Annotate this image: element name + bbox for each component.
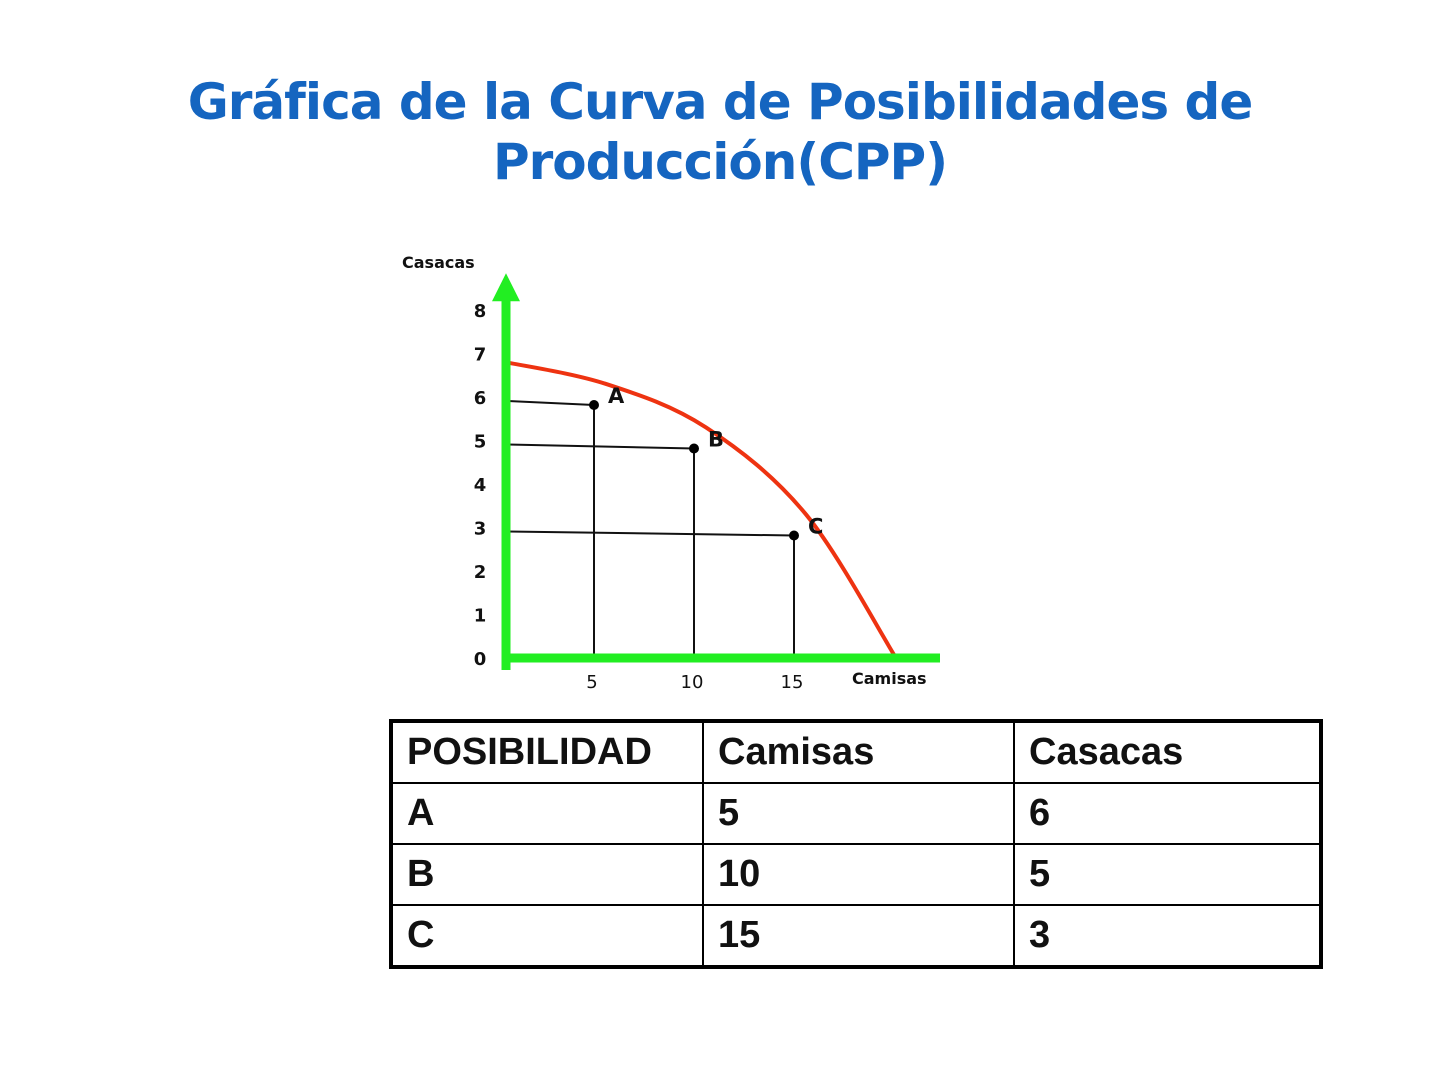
y-tick-label: 7 [474,345,487,366]
point-a [589,400,599,410]
point-label-b: B [708,428,724,452]
y-tick-label: 6 [474,388,487,409]
table-header-row: POSIBILIDAD Camisas Casacas [390,720,1322,784]
header-cell-camisas: Camisas [702,720,1015,784]
point-b [689,443,699,454]
possibilities-table: POSIBILIDAD Camisas Casacas A 5 6 B 10 5… [389,719,1323,969]
point-label-a: A [608,384,625,408]
x-tick-label: 5 [586,672,597,693]
table-cell: C [390,904,704,968]
y-tick-label: 2 [474,562,487,583]
y-axis-arrow [492,273,520,302]
y-tick-label: 0 [474,649,487,670]
point-label-c: C [808,515,823,539]
guide-horizontal-c [507,530,795,537]
title-line-1: Gráfica de la Curva de Posibilidades de [187,73,1254,131]
header-cell-casacas: Casacas [1013,720,1322,784]
guide-horizontal-a [507,400,595,406]
y-tick-label: 8 [474,301,487,322]
ppf-curve [504,360,898,660]
table-row: B 10 5 [390,843,1322,906]
y-tick-label: 4 [474,475,487,496]
guide-lines [507,400,795,654]
y-tick-label: 1 [474,606,487,627]
guide-horizontal-b [507,443,695,450]
table-cell: 5 [702,782,1015,845]
table-cell: 3 [1013,904,1322,968]
point-c [789,530,799,541]
header-cell-posibilidad: POSIBILIDAD [390,720,704,784]
table-cell: 5 [1013,843,1322,906]
ppf-chart: Casacas Camisas 0 1 2 3 4 5 6 7 8 5 10 15 A B C [402,253,940,693]
y-tick-labels: 0 1 2 3 4 5 6 7 8 [474,301,487,670]
table-cell: 6 [1013,782,1322,845]
table-cell: 15 [702,904,1015,968]
x-tick-label: 15 [781,672,804,693]
table-cell: A [390,782,704,845]
x-axis-label: Camisas [852,669,927,688]
table-row: A 5 6 [390,782,1322,845]
y-axis-label: Casacas [402,253,475,272]
x-tick-label: 10 [681,672,704,693]
table-cell: 10 [702,843,1015,906]
x-tick-labels: 5 10 15 [586,672,803,693]
y-tick-label: 5 [474,432,487,453]
slide-title: Gráfica de la Curva de Posibilidades de … [0,72,1440,192]
table-cell: B [390,843,704,906]
title-line-2: Producción(CPP) [492,133,948,191]
table-row: C 15 3 [390,904,1322,968]
y-tick-label: 3 [474,519,487,540]
data-points: A B C [589,384,823,541]
